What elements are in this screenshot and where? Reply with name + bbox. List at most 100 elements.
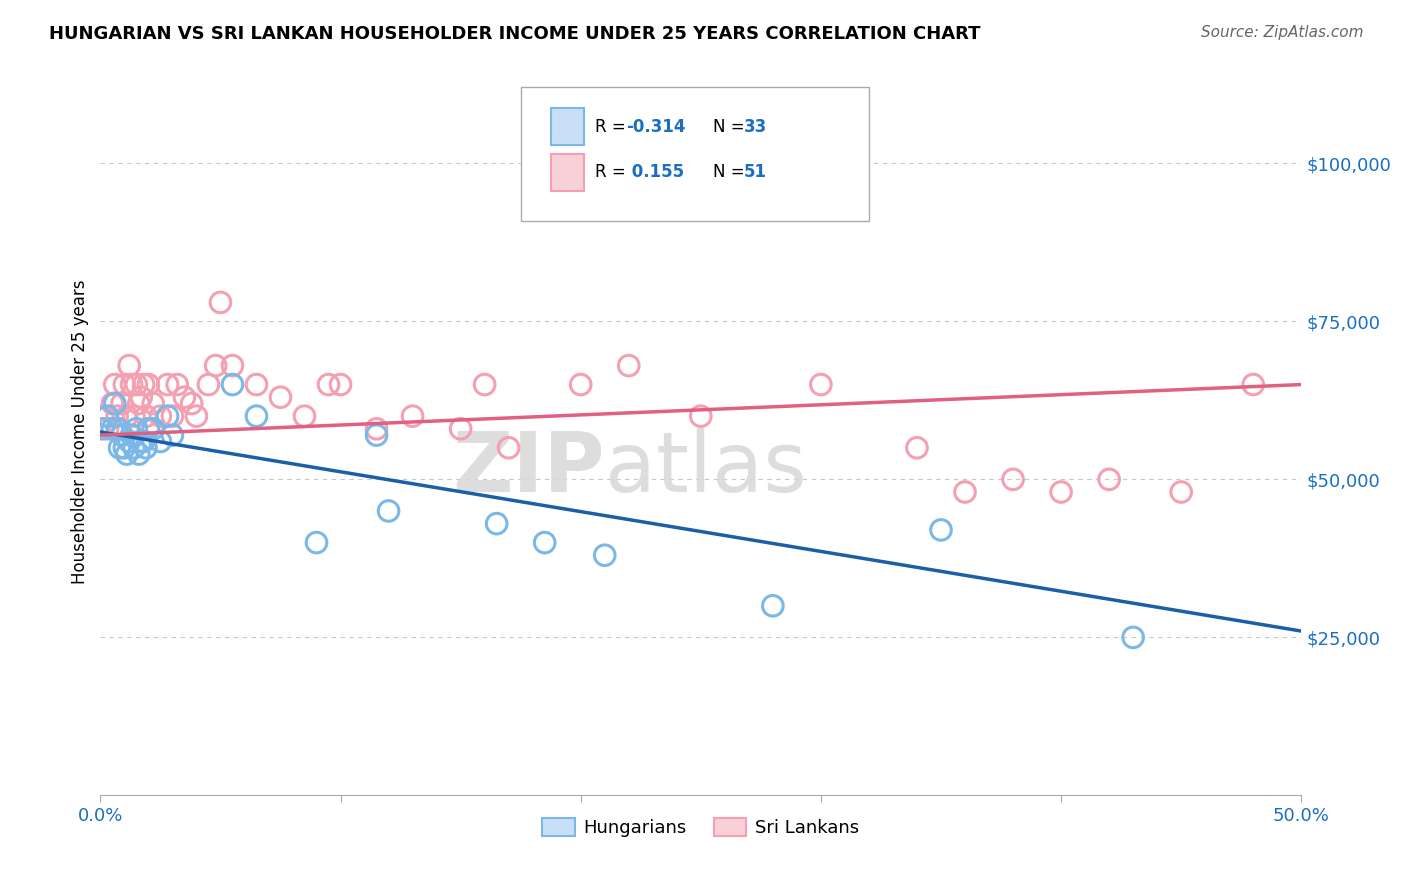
Point [115, 447, 138, 461]
Point [1241, 377, 1264, 392]
Point [569, 377, 592, 392]
Point [135, 409, 157, 424]
Point [953, 485, 976, 500]
Legend: Hungarians, Sri Lankans: Hungarians, Sri Lankans [534, 811, 866, 845]
Point [101, 422, 124, 436]
Point [111, 396, 134, 410]
Point [128, 396, 150, 410]
Point [149, 434, 172, 449]
Point [122, 441, 145, 455]
Point [142, 396, 165, 410]
Point [593, 548, 616, 562]
Point [245, 377, 267, 392]
Point [149, 409, 172, 424]
Point [366, 422, 388, 436]
Point [128, 447, 150, 461]
Point [125, 422, 148, 436]
Point [121, 428, 143, 442]
Text: 33: 33 [744, 118, 768, 136]
Point [121, 377, 143, 392]
Point [173, 390, 195, 404]
Point [104, 377, 127, 392]
Point [125, 377, 148, 392]
Point [305, 535, 328, 549]
Point [180, 396, 202, 410]
FancyBboxPatch shape [551, 109, 585, 145]
Point [366, 428, 388, 442]
Point [1122, 631, 1144, 645]
Point [929, 523, 952, 537]
Point [138, 422, 160, 436]
Point [221, 377, 243, 392]
Point [101, 396, 124, 410]
Point [104, 396, 127, 410]
Point [485, 516, 508, 531]
Text: 51: 51 [744, 163, 768, 181]
Point [318, 377, 340, 392]
Point [474, 377, 496, 392]
Point [245, 409, 267, 424]
Y-axis label: Householder Income Under 25 years: Householder Income Under 25 years [72, 280, 89, 584]
Text: 0.155: 0.155 [626, 163, 685, 181]
Point [156, 409, 179, 424]
Text: Source: ZipAtlas.com: Source: ZipAtlas.com [1201, 25, 1364, 40]
Point [91, 409, 114, 424]
Point [1170, 485, 1192, 500]
Point [108, 422, 131, 436]
Point [294, 409, 316, 424]
Point [135, 441, 157, 455]
Point [762, 599, 785, 613]
Point [91, 422, 114, 436]
Text: R =: R = [595, 163, 631, 181]
Point [112, 377, 135, 392]
Point [221, 359, 243, 373]
Point [112, 441, 135, 455]
Point [450, 422, 472, 436]
Point [111, 428, 134, 442]
Point [105, 409, 128, 424]
Point [617, 359, 640, 373]
Point [377, 504, 399, 518]
Point [401, 409, 423, 424]
Point [132, 377, 155, 392]
Point [1050, 485, 1073, 500]
Text: HUNGARIAN VS SRI LANKAN HOUSEHOLDER INCOME UNDER 25 YEARS CORRELATION CHART: HUNGARIAN VS SRI LANKAN HOUSEHOLDER INCO… [49, 25, 981, 43]
Point [209, 295, 232, 310]
Point [138, 377, 160, 392]
Text: R =: R = [595, 118, 631, 136]
Point [105, 422, 128, 436]
Point [197, 377, 219, 392]
Point [156, 377, 179, 392]
Point [269, 390, 291, 404]
Point [115, 409, 138, 424]
Point [129, 390, 152, 404]
FancyBboxPatch shape [551, 154, 585, 191]
Point [1098, 472, 1121, 486]
Point [142, 422, 165, 436]
Point [810, 377, 832, 392]
Text: N =: N = [713, 118, 749, 136]
Point [905, 441, 928, 455]
Point [204, 359, 226, 373]
FancyBboxPatch shape [520, 87, 869, 221]
Point [329, 377, 352, 392]
Text: -0.314: -0.314 [626, 118, 686, 136]
Point [533, 535, 555, 549]
Point [118, 359, 141, 373]
Point [166, 377, 188, 392]
Text: ZIP: ZIP [453, 428, 605, 508]
Point [162, 409, 184, 424]
Point [96, 409, 118, 424]
Point [186, 409, 208, 424]
Point [96, 422, 118, 436]
Point [118, 434, 141, 449]
Point [689, 409, 711, 424]
Point [132, 434, 155, 449]
Point [129, 434, 152, 449]
Text: atlas: atlas [605, 428, 807, 508]
Point [1002, 472, 1025, 486]
Point [498, 441, 520, 455]
Point [108, 441, 131, 455]
Point [122, 409, 145, 424]
Point [162, 428, 184, 442]
